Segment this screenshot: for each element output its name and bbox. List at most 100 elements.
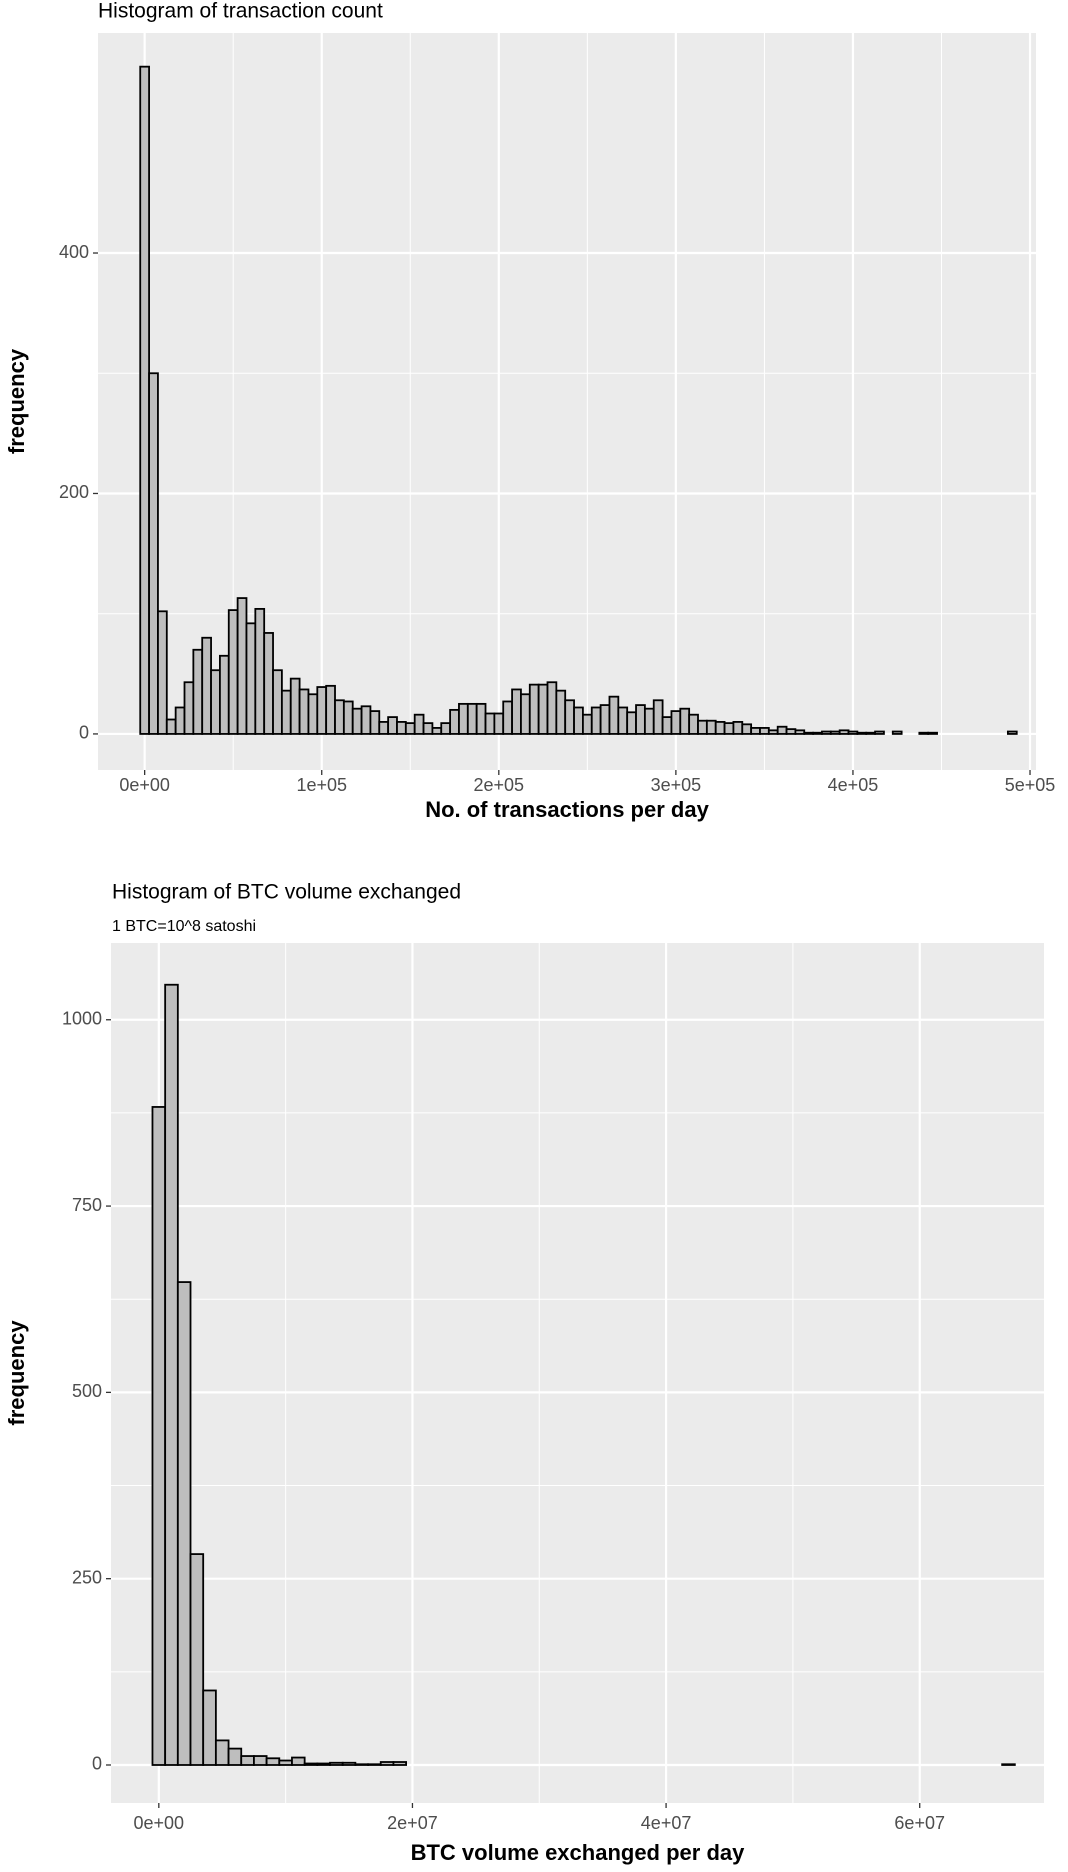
bar [520,693,531,735]
bar [679,707,691,735]
bar [254,607,266,735]
bar [379,1761,395,1766]
bar [280,689,292,735]
x-axis-title: BTC volume exchanged per day [411,1840,746,1865]
bar [546,681,558,735]
bar [151,1106,167,1766]
bar [316,1762,331,1766]
bar [253,1755,268,1766]
bar [590,706,602,735]
bar [573,706,584,735]
bar [626,711,637,735]
chart-subtitle: 1 BTC=10^8 satoshi [112,918,256,935]
bar [245,622,257,735]
bar [422,722,434,735]
bar [608,695,620,735]
bar [741,723,753,735]
y-tick-label: 750 [72,1195,102,1215]
bar [449,708,460,735]
bar [838,729,850,735]
y-tick-label: 0 [79,723,89,743]
bar [157,610,168,735]
bar [192,648,204,735]
y-tick-label: 250 [72,1567,102,1587]
bar [759,727,770,735]
bar [874,730,885,735]
bar [396,721,407,735]
bar [794,729,806,735]
x-tick-label: 3e+05 [651,775,702,795]
bar [289,677,301,735]
bar [555,689,567,735]
y-axis-title: frequency [4,1320,29,1426]
bar [865,731,876,735]
bar [493,712,505,735]
bar [918,731,930,735]
x-tick-label: 6e+07 [894,1813,945,1833]
bar [617,706,629,735]
bar [697,719,708,735]
bar [378,721,390,735]
bar [341,1761,357,1766]
bar [325,684,336,735]
bar [776,725,788,735]
bar [537,683,549,735]
bar [164,983,179,1766]
x-axis-title: No. of transactions per day [425,797,709,822]
bar [165,718,177,735]
bar [688,713,699,735]
y-tick-label: 500 [72,1381,102,1401]
bar [334,699,345,735]
bar [351,707,363,735]
bar [174,706,186,735]
bar [732,721,744,735]
bar [354,1763,369,1766]
bar [856,731,868,735]
x-tick-label: 2e+07 [387,1813,438,1833]
bar [342,700,354,735]
x-tick-label: 4e+05 [828,775,879,795]
x-tick-label: 0e+00 [134,1813,185,1833]
y-tick-label: 400 [59,242,89,262]
bar [201,636,212,735]
bar [303,1762,319,1766]
bar [502,700,513,735]
bar [272,669,283,735]
bar [139,65,150,735]
bar [714,721,726,735]
bar [307,693,319,735]
bar [847,730,859,735]
bar [329,1761,344,1766]
bar [360,705,372,735]
bar [466,702,478,735]
bar [369,710,381,735]
bar [652,699,664,735]
bar [599,704,611,735]
bar [891,730,903,735]
y-tick-label: 200 [59,482,89,502]
bar [927,731,938,735]
x-tick-label: 1e+05 [296,775,347,795]
bar [265,1757,281,1766]
bar [291,1756,306,1766]
x-tick-label: 2e+05 [474,775,525,795]
bar [219,654,230,735]
bar [240,1755,255,1766]
bar [564,699,575,735]
bar [475,702,487,735]
bar [705,719,717,735]
panel-background [111,943,1044,1803]
bar [278,1759,293,1766]
bar [367,1763,382,1766]
chart-title: Histogram of BTC volume exchanged [112,881,461,904]
bar [440,722,452,735]
bar [236,597,248,735]
bar [202,1689,217,1766]
bar [189,1553,205,1766]
bar [767,729,779,735]
bar [214,1739,230,1766]
bar [298,688,310,735]
bar [183,681,195,735]
x-tick-label: 0e+00 [119,775,170,795]
y-tick-label: 1000 [62,1009,102,1029]
